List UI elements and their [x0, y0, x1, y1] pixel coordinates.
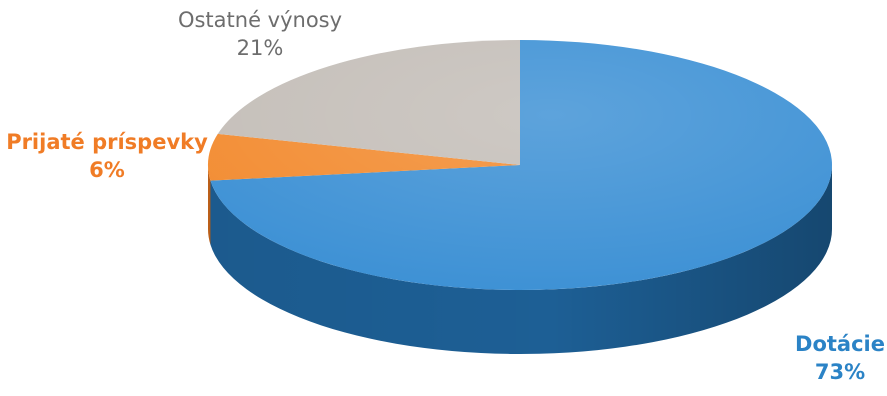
- pie-top-highlight: [208, 40, 832, 290]
- slice-percent: 73%: [814, 360, 866, 384]
- label-prijate-prispevky: Prijaté príspevky 6%: [2, 128, 212, 184]
- label-ostatne-vynosy: Ostatné výnosy 21%: [150, 6, 370, 62]
- pie-sides: [208, 165, 833, 355]
- slice-name: Dotácie: [795, 332, 885, 356]
- slice-name: Prijaté príspevky: [6, 130, 208, 154]
- label-dotacie: Dotácie 73%: [790, 330, 887, 386]
- slice-side-shading: [210, 165, 833, 355]
- slice-side-shading: [208, 165, 211, 245]
- slice-name: Ostatné výnosy: [177, 8, 343, 32]
- pie-top: [208, 40, 833, 290]
- slice-percent: 21%: [236, 36, 284, 60]
- slice-percent: 6%: [89, 158, 125, 182]
